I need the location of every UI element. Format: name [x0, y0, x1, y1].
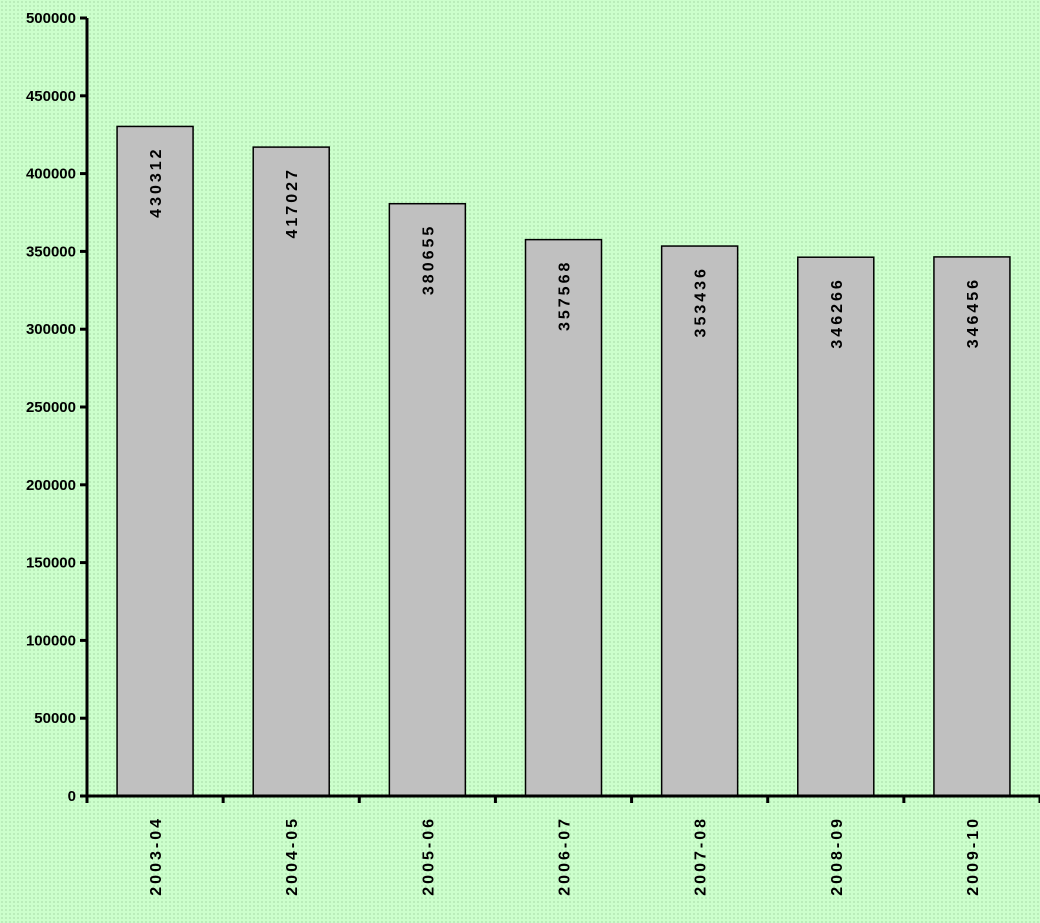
data-label: 346456 — [965, 277, 982, 348]
bar — [797, 256, 875, 797]
data-label: 430312 — [148, 146, 165, 217]
bars-layer — [116, 125, 1011, 797]
y-tick-label: 250000 — [26, 399, 76, 416]
x-tick-label: 2006-07 — [557, 816, 574, 896]
labels-layer: 430312 417027 380655 357568 353436 346266 3464… — [26, 10, 982, 896]
bar — [660, 245, 739, 797]
y-tick-label: 500000 — [26, 10, 76, 27]
y-tick-label: 150000 — [26, 555, 76, 572]
data-label: 357568 — [557, 260, 574, 331]
y-tick-label: 300000 — [26, 321, 76, 338]
bar — [252, 146, 330, 797]
data-label: 346266 — [829, 277, 846, 348]
y-tick-label: 350000 — [26, 243, 76, 260]
x-tick-label: 2004-05 — [284, 816, 301, 896]
y-tick-label: 50000 — [34, 710, 76, 727]
bar — [388, 202, 467, 797]
x-tick-label: 2005-06 — [420, 816, 437, 896]
bar — [116, 125, 194, 797]
y-tick-label: 0 — [68, 788, 76, 805]
bar — [933, 256, 1011, 797]
bar — [524, 238, 603, 797]
y-tick-label: 450000 — [26, 88, 76, 105]
y-tick-label: 100000 — [26, 632, 76, 649]
data-label: 353436 — [693, 266, 710, 337]
x-tick-label: 2007-08 — [693, 816, 710, 896]
axes-layer — [80, 16, 1040, 803]
x-tick-label: 2003-04 — [148, 816, 165, 896]
x-tick-label: 2009-10 — [965, 816, 982, 896]
data-label: 380655 — [420, 224, 437, 295]
x-tick-label: 2008-09 — [829, 816, 846, 896]
data-label: 417027 — [284, 167, 301, 238]
y-tick-label: 200000 — [26, 477, 76, 494]
y-tick-label: 400000 — [26, 166, 76, 183]
